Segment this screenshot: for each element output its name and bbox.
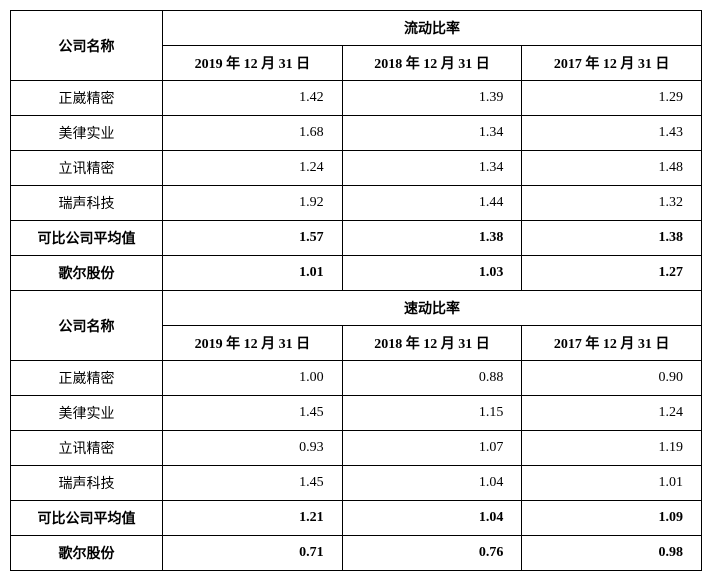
company-name-cell: 立讯精密	[11, 151, 163, 186]
value-cell: 0.90	[522, 361, 702, 396]
company-name-cell: 歌尔股份	[11, 536, 163, 571]
company-name-cell: 瑞声科技	[11, 186, 163, 221]
table-row: 美律实业1.681.341.43	[11, 116, 702, 151]
value-cell: 1.34	[342, 116, 522, 151]
value-cell: 1.04	[342, 501, 522, 536]
company-name-cell: 歌尔股份	[11, 256, 163, 291]
value-cell: 1.01	[522, 466, 702, 501]
value-cell: 1.57	[163, 221, 343, 256]
value-cell: 1.19	[522, 431, 702, 466]
date-header: 2019 年 12 月 31 日	[163, 326, 343, 361]
table-row: 可比公司平均值1.211.041.09	[11, 501, 702, 536]
value-cell: 0.76	[342, 536, 522, 571]
table-row: 歌尔股份1.011.031.27	[11, 256, 702, 291]
value-cell: 1.43	[522, 116, 702, 151]
company-name-cell: 美律实业	[11, 396, 163, 431]
value-cell: 1.09	[522, 501, 702, 536]
value-cell: 1.38	[342, 221, 522, 256]
value-cell: 1.04	[342, 466, 522, 501]
value-cell: 1.38	[522, 221, 702, 256]
table-row: 正崴精密1.421.391.29	[11, 81, 702, 116]
value-cell: 1.01	[163, 256, 343, 291]
date-header: 2019 年 12 月 31 日	[163, 46, 343, 81]
value-cell: 1.07	[342, 431, 522, 466]
date-header: 2018 年 12 月 31 日	[342, 46, 522, 81]
value-cell: 1.03	[342, 256, 522, 291]
value-cell: 1.34	[342, 151, 522, 186]
company-name-header: 公司名称	[11, 11, 163, 81]
value-cell: 1.44	[342, 186, 522, 221]
value-cell: 1.24	[163, 151, 343, 186]
date-header: 2018 年 12 月 31 日	[342, 326, 522, 361]
company-name-cell: 立讯精密	[11, 431, 163, 466]
value-cell: 1.42	[163, 81, 343, 116]
company-name-cell: 瑞声科技	[11, 466, 163, 501]
value-cell: 0.88	[342, 361, 522, 396]
company-name-cell: 美律实业	[11, 116, 163, 151]
value-cell: 1.00	[163, 361, 343, 396]
table-row: 瑞声科技1.921.441.32	[11, 186, 702, 221]
financial-ratio-table: 公司名称流动比率2019 年 12 月 31 日2018 年 12 月 31 日…	[10, 10, 702, 571]
value-cell: 1.45	[163, 396, 343, 431]
value-cell: 1.39	[342, 81, 522, 116]
company-name-cell: 正崴精密	[11, 361, 163, 396]
value-cell: 0.93	[163, 431, 343, 466]
value-cell: 1.68	[163, 116, 343, 151]
table-row: 瑞声科技1.451.041.01	[11, 466, 702, 501]
value-cell: 0.98	[522, 536, 702, 571]
table-row: 美律实业1.451.151.24	[11, 396, 702, 431]
value-cell: 1.27	[522, 256, 702, 291]
value-cell: 1.32	[522, 186, 702, 221]
section-title: 速动比率	[163, 291, 702, 326]
table-row: 立讯精密1.241.341.48	[11, 151, 702, 186]
value-cell: 1.24	[522, 396, 702, 431]
section-title: 流动比率	[163, 11, 702, 46]
value-cell: 1.92	[163, 186, 343, 221]
value-cell: 1.45	[163, 466, 343, 501]
company-name-cell: 可比公司平均值	[11, 221, 163, 256]
value-cell: 1.15	[342, 396, 522, 431]
table-row: 立讯精密0.931.071.19	[11, 431, 702, 466]
value-cell: 1.29	[522, 81, 702, 116]
company-name-cell: 可比公司平均值	[11, 501, 163, 536]
date-header: 2017 年 12 月 31 日	[522, 326, 702, 361]
table-row: 正崴精密1.000.880.90	[11, 361, 702, 396]
company-name-cell: 正崴精密	[11, 81, 163, 116]
value-cell: 0.71	[163, 536, 343, 571]
table-row: 可比公司平均值1.571.381.38	[11, 221, 702, 256]
value-cell: 1.48	[522, 151, 702, 186]
date-header: 2017 年 12 月 31 日	[522, 46, 702, 81]
table-row: 歌尔股份0.710.760.98	[11, 536, 702, 571]
value-cell: 1.21	[163, 501, 343, 536]
company-name-header: 公司名称	[11, 291, 163, 361]
